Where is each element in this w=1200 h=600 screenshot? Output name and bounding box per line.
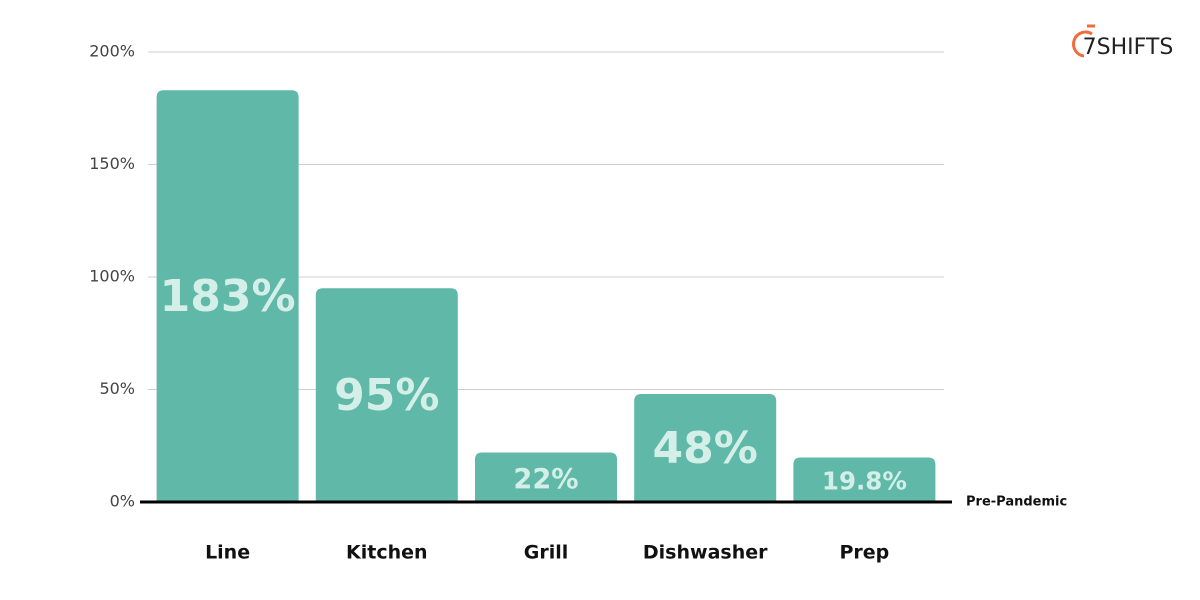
value-label: 22%: [513, 464, 578, 495]
value-label: 48%: [653, 423, 758, 474]
annotation: Pre-Pandemic: [966, 495, 1067, 510]
y-tick-label: 50%: [99, 379, 135, 398]
y-tick-label: 200%: [89, 42, 135, 61]
x-tick-label: Prep: [840, 542, 890, 564]
x-tick-label: Dishwasher: [643, 542, 768, 564]
value-label: 19.8%: [822, 467, 907, 496]
value-label: 95%: [334, 370, 439, 421]
logo: 7SHIFTS: [1072, 24, 1174, 60]
bar: [475, 452, 617, 502]
y-tick-label: 150%: [89, 154, 135, 173]
logo-text: 7SHIFTS: [1083, 35, 1174, 60]
bar: [315, 288, 458, 502]
bar: [634, 394, 777, 502]
y-tick-label: 100%: [89, 267, 135, 286]
x-tick-label: Line: [205, 542, 250, 564]
bar: [156, 90, 299, 502]
bar: [793, 457, 936, 502]
value-label: 183%: [160, 271, 296, 322]
x-tick-label: Grill: [524, 542, 569, 564]
y-tick-label: 0%: [110, 492, 135, 511]
x-tick-label: Kitchen: [346, 542, 428, 564]
logo-icon: [1072, 30, 1093, 58]
